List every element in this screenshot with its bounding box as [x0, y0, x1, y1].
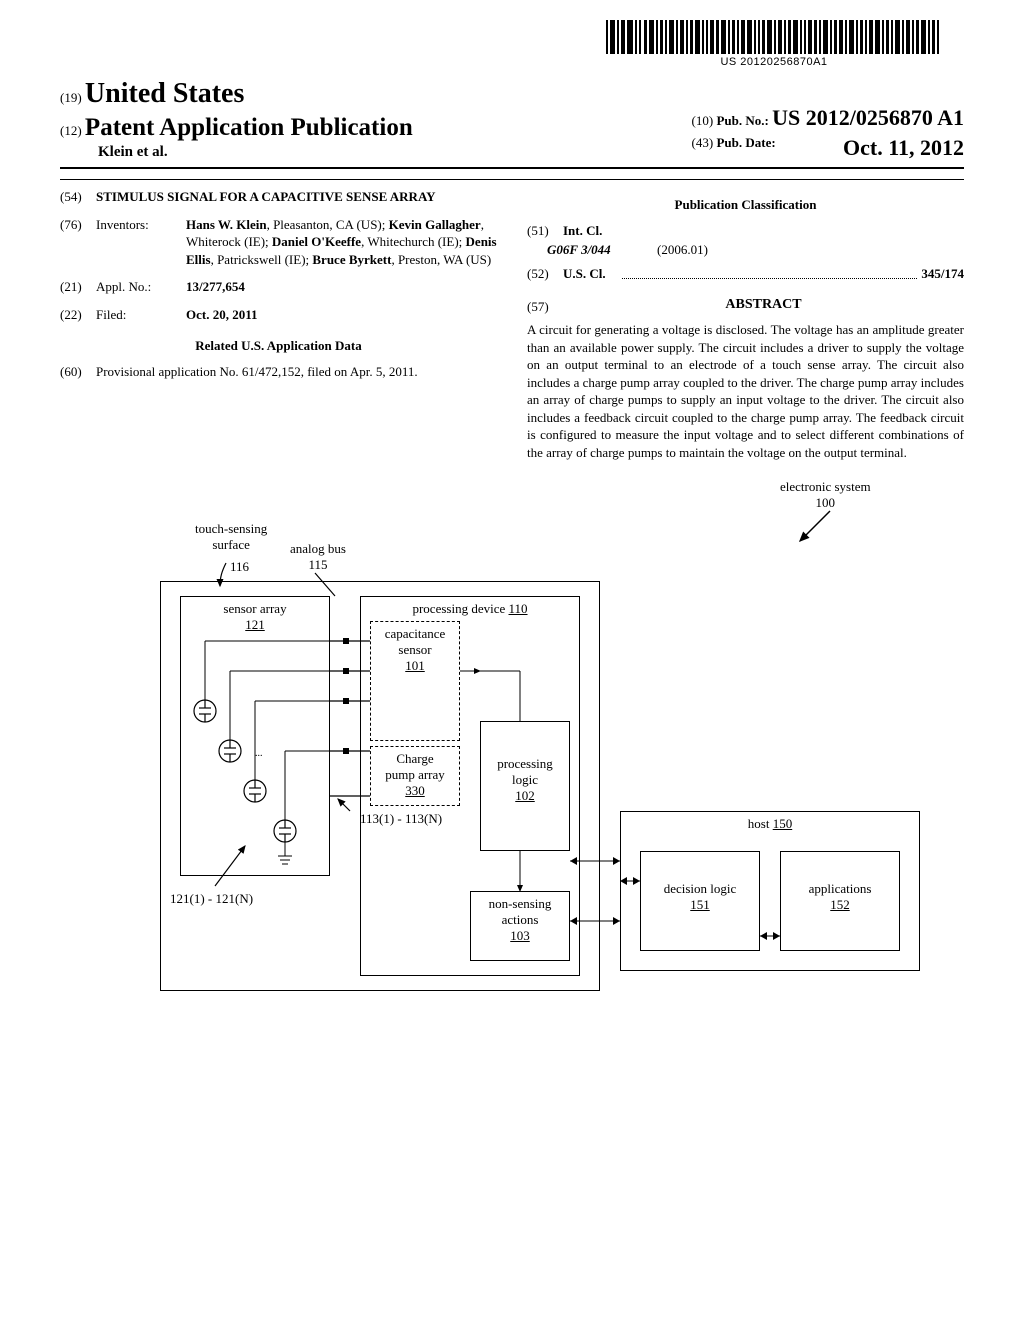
line-range: 113(1) - 113(N): [360, 811, 442, 827]
related-title: Related U.S. Application Data: [60, 337, 497, 355]
filed-value: Oct. 20, 2011: [186, 306, 497, 324]
abstract-text: A circuit for generating a voltage is di…: [527, 321, 964, 461]
sensor-array-ref: 121: [185, 617, 325, 633]
class-title: Publication Classification: [527, 196, 964, 214]
pubno-label: Pub. No.:: [716, 113, 768, 128]
intcl-label: Int. Cl.: [563, 222, 602, 240]
uscl-label: U.S. Cl.: [563, 265, 618, 283]
cap-sensor-label: capacitance sensor: [375, 626, 455, 658]
abstract-code: (57): [527, 298, 563, 316]
kind: Patent Application Publication: [85, 114, 413, 141]
filed-code: (22): [60, 306, 96, 324]
sensor-array-label: sensor array: [185, 601, 325, 617]
proc-logic-box: processing logic 102: [480, 721, 570, 851]
charge-pump-ref: 330: [375, 783, 455, 799]
pubno-value: US 2012/0256870 A1: [772, 105, 964, 130]
uscl-dots: [622, 266, 917, 279]
decision-label: decision logic: [645, 881, 755, 897]
prov-code: (60): [60, 363, 96, 381]
charge-pump-label: Charge pump array: [375, 751, 455, 783]
intcl-code: (51): [527, 222, 563, 240]
figure: electronic system 100 touch-sensing surf…: [60, 491, 964, 1011]
appl-label: Appl. No.:: [96, 278, 186, 296]
touch-ref: 116: [230, 559, 249, 575]
header-right: (10) Pub. No.: US 2012/0256870 A1 (43) P…: [692, 105, 964, 161]
rule-thin: [60, 179, 964, 180]
header-left: (19) United States (12) Patent Applicati…: [60, 78, 413, 161]
nonsense-label: non-sensing actions: [475, 896, 565, 928]
appl-value: 13/277,654: [186, 278, 497, 296]
uscl-value: 345/174: [921, 265, 964, 283]
biblio-right: Publication Classification (51) Int. Cl.…: [527, 188, 964, 461]
header-authors: Klein et al.: [60, 144, 413, 161]
pubdate-label: Pub. Date:: [716, 135, 775, 150]
abstract-title: ABSTRACT: [563, 296, 964, 315]
host-label: host 150: [625, 816, 915, 832]
kind-code: (12): [60, 123, 82, 138]
filed-label: Filed:: [96, 306, 186, 324]
header: (19) United States (12) Patent Applicati…: [60, 78, 964, 161]
invention-title: STIMULUS SIGNAL FOR A CAPACITIVE SENSE A…: [96, 188, 497, 206]
cap-sensor-box: capacitance sensor 101: [370, 621, 460, 741]
prov-text: Provisional application No. 61/472,152, …: [96, 363, 497, 381]
pubno-code: (10): [692, 113, 714, 128]
barcode: US 20120256870A1: [604, 20, 944, 68]
uscl-code: (52): [527, 265, 563, 283]
barcode-svg: [604, 20, 944, 54]
title-code: (54): [60, 188, 96, 206]
inventors-label: Inventors:: [96, 216, 186, 269]
pubdate-value: Oct. 11, 2012: [843, 135, 964, 161]
nonsense-ref: 103: [475, 928, 565, 944]
sensor-array-box: sensor array 121: [180, 596, 330, 876]
patent-page: US 20120256870A1 (19) United States (12)…: [0, 0, 1024, 1320]
inventors-code: (76): [60, 216, 96, 269]
apps-ref: 152: [785, 897, 895, 913]
sys-label: electronic system 100: [780, 479, 871, 511]
pubdate-code: (43): [692, 135, 714, 150]
barcode-region: US 20120256870A1: [60, 20, 944, 70]
analog-bus-label: analog bus 115: [290, 541, 346, 573]
intcl-date: (2006.01): [657, 241, 708, 259]
cap-sensor-ref: 101: [375, 658, 455, 674]
inventors-value: Hans W. Klein, Pleasanton, CA (US); Kevi…: [186, 216, 497, 269]
rule-heavy: [60, 167, 964, 169]
decision-ref: 151: [645, 897, 755, 913]
barcode-number: US 20120256870A1: [604, 56, 944, 68]
proc-logic-label: processing logic: [485, 756, 565, 788]
country: United States: [85, 78, 244, 109]
intcl-symbol: G06F 3/044: [547, 241, 657, 259]
proc-logic-ref: 102: [485, 788, 565, 804]
country-code: (19): [60, 90, 82, 105]
nonsense-box: non-sensing actions 103: [470, 891, 570, 961]
appl-code: (21): [60, 278, 96, 296]
apps-label: applications: [785, 881, 895, 897]
apps-box: applications 152: [780, 851, 900, 951]
proc-dev-label: processing device 110: [365, 601, 575, 617]
touch-label: touch-sensing surface: [195, 521, 267, 553]
charge-pump-box: Charge pump array 330: [370, 746, 460, 806]
sensor-range: 121(1) - 121(N): [170, 891, 253, 907]
biblio-left: (54) STIMULUS SIGNAL FOR A CAPACITIVE SE…: [60, 188, 497, 461]
decision-box: decision logic 151: [640, 851, 760, 951]
biblio: (54) STIMULUS SIGNAL FOR A CAPACITIVE SE…: [60, 188, 964, 461]
